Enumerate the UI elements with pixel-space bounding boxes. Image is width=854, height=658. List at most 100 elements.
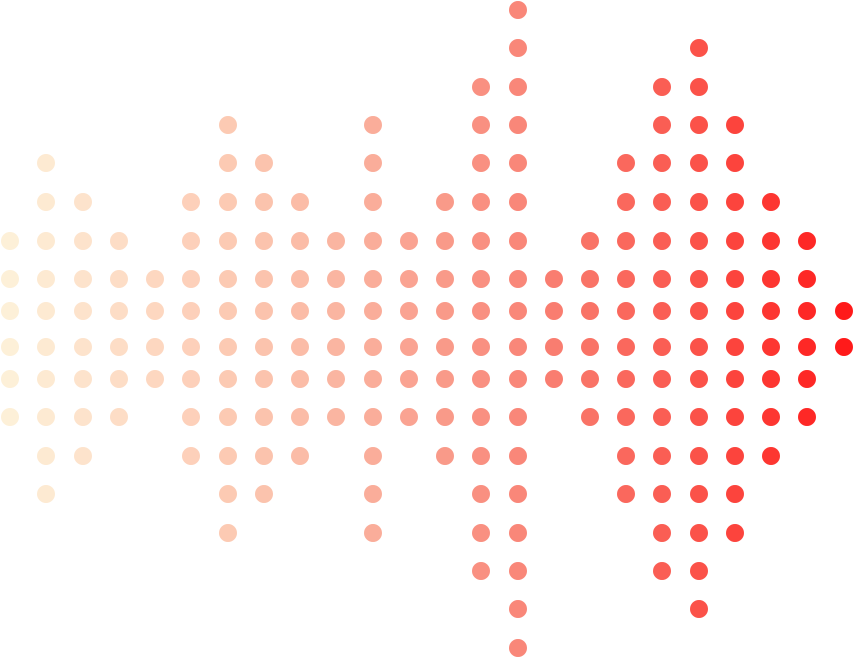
dot — [509, 154, 527, 172]
dot — [364, 116, 382, 134]
dot — [219, 154, 237, 172]
dot — [617, 370, 635, 388]
dot — [327, 302, 345, 320]
dot — [545, 370, 563, 388]
dot — [37, 370, 55, 388]
dot — [400, 370, 418, 388]
dot — [653, 408, 671, 426]
dot — [581, 370, 599, 388]
dot — [37, 408, 55, 426]
dot — [617, 485, 635, 503]
dot — [509, 485, 527, 503]
dot — [364, 338, 382, 356]
dot — [182, 370, 200, 388]
dot — [74, 370, 92, 388]
dot — [1, 338, 19, 356]
dot — [653, 562, 671, 580]
dot — [617, 232, 635, 250]
dot — [37, 338, 55, 356]
dot — [798, 270, 816, 288]
dot — [436, 447, 454, 465]
dot — [327, 408, 345, 426]
dot — [327, 270, 345, 288]
dot-column — [581, 232, 599, 426]
dot — [219, 408, 237, 426]
dot — [690, 302, 708, 320]
dot — [74, 232, 92, 250]
dot-column — [74, 193, 92, 465]
dot — [653, 302, 671, 320]
dot-column — [726, 116, 744, 542]
dot — [653, 78, 671, 96]
dot-column — [255, 154, 273, 503]
dot — [617, 193, 635, 211]
dot — [1, 302, 19, 320]
dot — [255, 270, 273, 288]
dot — [74, 408, 92, 426]
dot — [37, 193, 55, 211]
dot — [509, 338, 527, 356]
dot — [1, 232, 19, 250]
dot-column — [364, 116, 382, 542]
dot — [690, 485, 708, 503]
dot — [436, 408, 454, 426]
dot — [472, 154, 490, 172]
dot-column — [798, 232, 816, 426]
dot — [436, 270, 454, 288]
dot — [653, 154, 671, 172]
dot — [726, 408, 744, 426]
dot — [364, 193, 382, 211]
dot — [653, 232, 671, 250]
dot — [690, 338, 708, 356]
dot — [690, 39, 708, 57]
dot-column — [653, 78, 671, 580]
dot — [762, 302, 780, 320]
dot — [690, 116, 708, 134]
dot-column — [182, 193, 200, 465]
dot — [182, 232, 200, 250]
dot — [653, 193, 671, 211]
dot — [726, 270, 744, 288]
dot — [798, 370, 816, 388]
dot — [509, 562, 527, 580]
dot — [762, 193, 780, 211]
dot — [255, 370, 273, 388]
dot — [472, 338, 490, 356]
dot — [37, 447, 55, 465]
dot — [617, 154, 635, 172]
dot-column — [110, 232, 128, 426]
dot — [509, 116, 527, 134]
dot — [581, 302, 599, 320]
dot — [472, 270, 490, 288]
dot — [110, 408, 128, 426]
dot — [1, 370, 19, 388]
dot — [653, 447, 671, 465]
dot — [690, 370, 708, 388]
dot — [690, 270, 708, 288]
dot — [291, 370, 309, 388]
dot — [472, 562, 490, 580]
dot — [291, 193, 309, 211]
dot-column — [617, 154, 635, 503]
dot — [726, 232, 744, 250]
dot — [436, 338, 454, 356]
dot — [436, 370, 454, 388]
dot — [219, 270, 237, 288]
dot — [472, 116, 490, 134]
dot — [1, 270, 19, 288]
dot — [1, 408, 19, 426]
dot — [37, 302, 55, 320]
dot — [472, 408, 490, 426]
dot — [110, 232, 128, 250]
dot-column — [436, 193, 454, 465]
dot — [436, 193, 454, 211]
dot — [400, 232, 418, 250]
dot — [327, 338, 345, 356]
dot — [509, 370, 527, 388]
dot — [509, 600, 527, 618]
dot — [690, 154, 708, 172]
dot — [364, 524, 382, 542]
dot — [509, 78, 527, 96]
dot-column — [835, 302, 853, 356]
dot — [472, 232, 490, 250]
